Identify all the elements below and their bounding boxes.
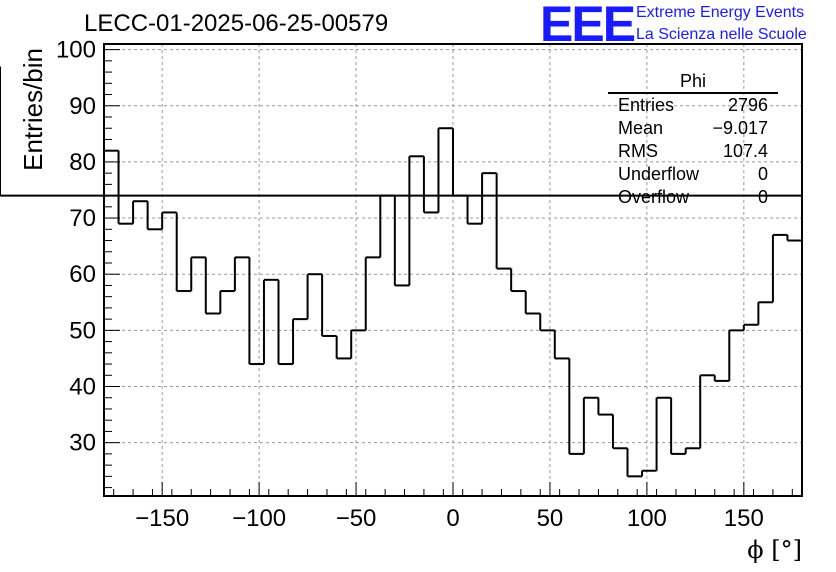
y-tick-label: 80 (69, 149, 96, 176)
y-tick-label: 70 (69, 205, 96, 232)
y-tick-label: 50 (69, 317, 96, 344)
logo-line-1: Extreme Energy Events (636, 4, 805, 21)
stats-row: Mean −9.017 (608, 117, 778, 140)
logo-line-2: La Scienza nelle Scuole (636, 26, 807, 43)
stats-row: Overflow 0 (608, 186, 778, 209)
stats-label: RMS (618, 141, 658, 161)
stats-value: 0 (757, 164, 768, 184)
x-tick-label: −50 (336, 505, 377, 532)
y-tick-label: 100 (56, 37, 96, 64)
x-tick-label: 100 (627, 505, 667, 532)
stats-value: 0 (757, 187, 768, 207)
chart-title: LECC-01-2025-06-25-00579 (84, 10, 389, 37)
y-tick-label: 30 (69, 430, 96, 457)
histogram-series (0, 66, 803, 478)
x-tick-label: 50 (537, 505, 564, 532)
stats-box: Phi Entries 2796 Mean −9.017 RMS 107.4 U… (608, 70, 778, 209)
y-axis-label: Entries/bin (18, 48, 48, 171)
stats-row: Entries 2796 (608, 94, 778, 117)
stats-label: Underflow (618, 164, 700, 184)
stats-value: 2796 (727, 95, 768, 115)
y-tick-label: 90 (69, 93, 96, 120)
x-tick-label: 150 (724, 505, 764, 532)
stats-title: Phi (608, 70, 778, 94)
stats-row: Underflow 0 (608, 163, 778, 186)
stats-label: Overflow (618, 187, 690, 207)
x-tick-label: −100 (232, 505, 286, 532)
stats-row: RMS 107.4 (608, 140, 778, 163)
x-axis-label: ϕ [°] (747, 536, 802, 564)
stats-label: Mean (618, 118, 664, 138)
x-tick-label: −150 (135, 505, 189, 532)
stats-label: Entries (618, 95, 675, 115)
eee-logo: EEE (540, 0, 636, 52)
axis-ticks: −150 −100 −50 0 50 100 150 30 40 50 60 70 80 90 100 (56, 37, 793, 532)
y-tick-label: 40 (69, 374, 96, 401)
y-tick-label: 60 (69, 261, 96, 288)
stats-value: 107.4 (722, 141, 768, 161)
x-tick-label: 0 (446, 505, 459, 532)
stats-value: −9.017 (712, 118, 768, 138)
